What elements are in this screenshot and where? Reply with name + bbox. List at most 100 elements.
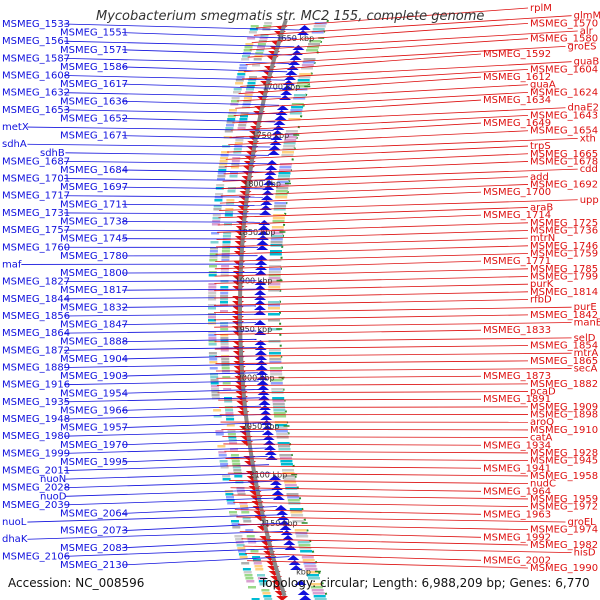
forward-gene-arrow	[260, 420, 273, 425]
forward-gene-arrow	[298, 25, 311, 30]
forward-gene-arrow	[254, 300, 267, 305]
left-gene-label: MSMEG_1561	[2, 36, 70, 47]
right-leader-line	[215, 253, 529, 262]
reverse-gene-arrow	[232, 316, 245, 321]
right-leader-line	[219, 191, 482, 204]
feature-band	[226, 418, 235, 421]
left-leader-line	[121, 169, 267, 173]
feature-band	[232, 157, 241, 160]
right-gene-label: MSMEG_1891	[483, 394, 551, 405]
forward-gene-arrow	[256, 235, 269, 240]
forward-gene-arrow	[288, 560, 301, 565]
right-gene-label: MSMEG_1604	[530, 64, 598, 75]
feature-band	[237, 493, 246, 496]
feature-band	[236, 544, 245, 547]
feature-band	[220, 337, 229, 340]
feature-band	[209, 355, 217, 358]
left-leader-line	[121, 288, 257, 291]
right-gene-label: MSMEG_1964	[483, 486, 551, 497]
right-leader-line	[249, 30, 578, 51]
left-gene-label: MSMEG_2073	[60, 526, 128, 537]
right-gene-label: nudC	[530, 479, 556, 490]
feature-band	[268, 304, 280, 307]
feature-band	[264, 22, 273, 25]
feature-band	[220, 466, 229, 469]
feature-band	[240, 508, 249, 511]
feature-band	[306, 49, 319, 52]
right-gene-label: MSMEG_1785	[530, 264, 598, 275]
feature-band	[297, 82, 309, 85]
feature-band	[209, 361, 218, 364]
forward-gene-arrow	[257, 230, 270, 235]
feature-band	[270, 250, 282, 253]
feature-band	[268, 307, 280, 310]
right-leader-line	[215, 245, 529, 255]
right-leader-line	[217, 214, 482, 226]
right-gene-label: add	[530, 172, 549, 183]
right-gene-label: MSMEG_1934	[483, 440, 551, 451]
forward-gene-arrow	[257, 225, 270, 230]
left-leader-line	[63, 330, 257, 334]
feature-band	[223, 388, 232, 391]
feature-band	[215, 433, 224, 436]
right-leader-line	[245, 45, 566, 65]
kbp-label: 1800 kbp	[243, 180, 281, 189]
feature-band	[208, 337, 217, 340]
feature-band	[312, 28, 325, 31]
left-leader-line	[63, 229, 260, 232]
right-leader-line	[243, 53, 482, 73]
forward-gene-arrow	[254, 295, 267, 300]
right-gene-label: MSMEG_1714	[483, 210, 551, 221]
left-leader-line	[121, 135, 273, 140]
feature-band	[218, 169, 227, 172]
feature-band	[301, 64, 314, 67]
right-leader-line	[215, 360, 529, 365]
feature-band	[264, 598, 273, 600]
feature-band	[298, 76, 311, 79]
forward-gene-arrow	[261, 430, 274, 435]
map-title: Mycobacterium smegmatis str. MC2 155, co…	[96, 9, 485, 24]
right-gene-label: MSMEG_1692	[530, 179, 598, 190]
forward-gene-arrow	[259, 410, 272, 415]
feature-band	[227, 430, 236, 433]
feature-band	[220, 286, 229, 289]
feature-band	[225, 208, 234, 211]
right-gene-label: aroQ	[530, 417, 554, 428]
forward-gene-arrow	[271, 490, 284, 495]
feature-band	[225, 412, 234, 415]
feature-band	[227, 118, 236, 121]
feature-band	[221, 361, 230, 364]
feature-band	[241, 58, 250, 61]
right-gene-label: pcaD	[530, 387, 556, 398]
feature-band	[301, 67, 313, 70]
forward-gene-arrow	[286, 65, 299, 70]
forward-gene-arrow	[288, 60, 301, 65]
feature-band	[234, 475, 243, 478]
feature-band	[248, 79, 257, 82]
left-gene-label: MSMEG_1586	[60, 62, 128, 73]
feature-band	[305, 568, 318, 571]
left-gene-label: MSMEG_1935	[2, 397, 70, 408]
left-leader-line	[63, 57, 290, 64]
feature-band	[221, 358, 230, 361]
right-leader-line	[214, 291, 529, 299]
feature-band	[268, 274, 281, 277]
right-leader-line	[216, 383, 529, 386]
feature-band	[279, 166, 292, 169]
left-leader-line	[27, 531, 283, 540]
feature-band	[231, 523, 240, 526]
feature-band	[229, 175, 238, 178]
left-leader-line	[63, 40, 295, 48]
feature-band	[304, 565, 317, 568]
forward-gene-arrow	[274, 115, 287, 120]
left-gene-label: MSMEG_1701	[2, 174, 70, 185]
feature-band	[240, 505, 248, 508]
forward-gene-arrow	[273, 120, 286, 125]
feature-band	[268, 286, 281, 289]
feature-band	[225, 127, 234, 130]
right-gene-label: MSMEG_1992	[483, 532, 551, 543]
feature-band	[220, 295, 229, 298]
left-leader-line	[63, 212, 262, 215]
feature-band	[220, 157, 229, 160]
feature-band	[244, 94, 253, 97]
